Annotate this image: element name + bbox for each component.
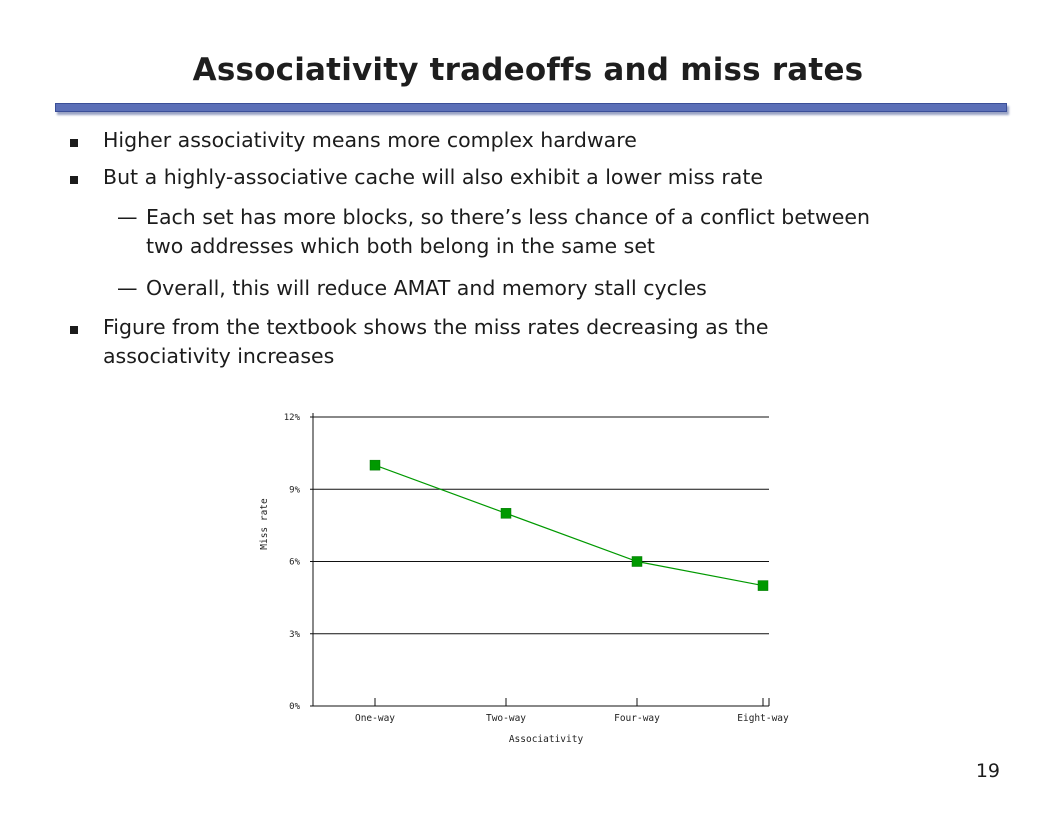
y-tick-label: 6%: [289, 558, 300, 568]
dash-marker: —: [117, 205, 138, 229]
bullet-text: Figure from the textbook shows the miss …: [103, 315, 769, 339]
data-point-marker: [757, 580, 769, 591]
dash-marker: —: [117, 276, 138, 300]
x-tick-label: Eight-way: [737, 713, 789, 724]
sub-bullet-text: Overall, this will reduce AMAT and memor…: [146, 276, 707, 300]
bullet-text-continued: associativity increases: [103, 344, 335, 368]
title-rule: [55, 103, 1007, 112]
data-point-marker: [500, 508, 512, 519]
x-axis-title: Associativity: [509, 734, 584, 745]
bullet-text: Higher associativity means more complex …: [103, 128, 637, 152]
data-point-marker: [631, 556, 643, 567]
sub-bullet-text-continued: two addresses which both belong in the s…: [146, 234, 655, 258]
y-tick-label: 0%: [289, 702, 300, 712]
y-axis-title: Miss rate: [259, 498, 270, 550]
y-tick-label: 3%: [289, 630, 300, 640]
data-point-marker: [369, 459, 381, 471]
y-tick-label: 9%: [289, 485, 300, 495]
bullet-marker: [70, 326, 78, 334]
series-line: [374, 464, 764, 587]
x-tick-label: One-way: [355, 713, 395, 724]
bullet-marker: [70, 176, 78, 184]
sub-bullet-text: Each set has more blocks, so there’s les…: [146, 205, 870, 229]
page-number: 19: [975, 760, 1000, 782]
x-tick-label: Four-way: [614, 713, 660, 724]
y-tick-label: 12%: [284, 413, 301, 423]
slide-title: Associativity tradeoffs and miss rates: [192, 52, 864, 88]
bullet-text: But a highly-associative cache will also…: [103, 165, 763, 189]
x-tick-label: Two-way: [486, 713, 526, 724]
bullet-list: Higher associativity means more complex …: [0, 0, 1056, 400]
bullet-marker: [70, 139, 78, 147]
